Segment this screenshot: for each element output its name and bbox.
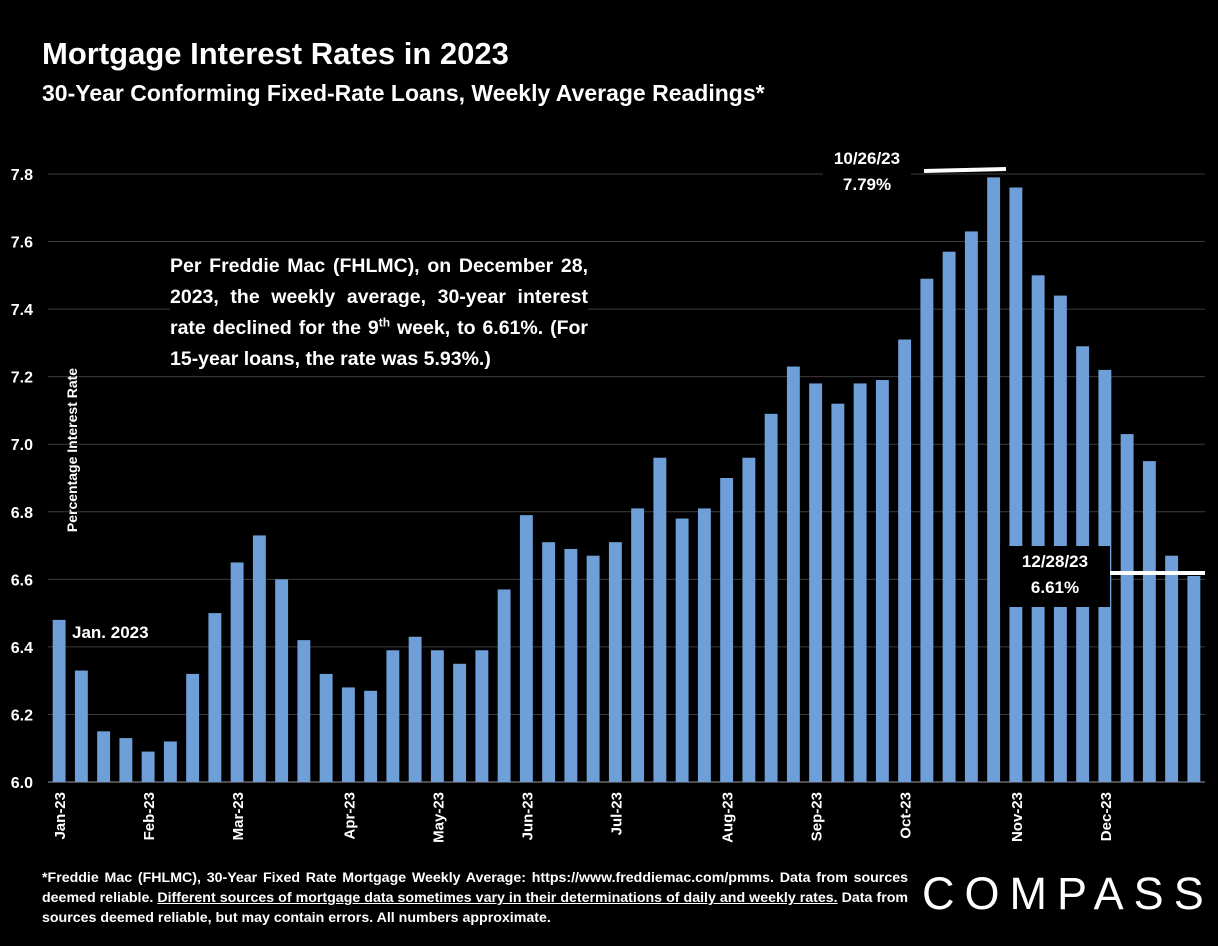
bar [853, 383, 867, 782]
bar [742, 457, 756, 782]
bars [52, 177, 1201, 782]
bar [475, 650, 489, 782]
bar [564, 548, 578, 782]
bar [653, 457, 667, 782]
x-tick-label: Jul-23 [608, 792, 625, 835]
bar [920, 278, 934, 782]
y-tick-label: 6.2 [11, 707, 33, 724]
y-axis-ticks: 6.0 6.2 6.4 6.6 6.8 7.0 7.2 7.4 7.6 7.8 [11, 167, 33, 792]
x-tick-label: Aug-23 [720, 792, 737, 843]
bar [430, 650, 444, 782]
peak-marker-line [923, 167, 1007, 173]
bar [1009, 187, 1023, 782]
bar [275, 579, 289, 782]
bar [1053, 295, 1067, 782]
bar [341, 687, 355, 782]
x-tick-label: Oct-23 [898, 792, 915, 839]
bar [542, 542, 556, 782]
peak-annotation: 10/26/23 7.79% [823, 146, 911, 198]
bar [898, 339, 912, 782]
bar [297, 640, 311, 782]
bar [97, 731, 111, 782]
y-tick-label: 7.6 [11, 235, 33, 252]
chart-title: Mortgage Interest Rates in 2023 [42, 36, 509, 71]
bar [1187, 575, 1201, 782]
y-axis-label: Percentage Interest Rate [64, 368, 80, 532]
bar [987, 177, 1001, 782]
bar [942, 251, 956, 782]
note-text-2: week, to 6.61%. (For 15-year loans, the … [170, 317, 588, 370]
y-tick-label: 6.8 [11, 505, 33, 522]
bar [786, 366, 800, 782]
y-tick-label: 6.4 [11, 640, 33, 657]
bar [208, 613, 222, 782]
bar [519, 515, 533, 782]
bar [453, 663, 467, 782]
compass-logo: COMPASS [922, 868, 1214, 919]
note-text-1: Per Freddie Mac (FHLMC), on December 28,… [170, 255, 588, 339]
x-tick-label: Jan-23 [52, 792, 69, 840]
bar [252, 535, 266, 782]
bar [319, 673, 333, 782]
bar [831, 403, 845, 782]
bar-chart: 6.0 6.2 6.4 6.6 6.8 7.0 7.2 7.4 7.6 7.8 Jan-23 Feb… [11, 167, 1205, 843]
bar [675, 518, 689, 782]
bar [52, 619, 66, 782]
bar [1120, 434, 1134, 782]
end-annotation: 12/28/23 6.61% [1000, 546, 1110, 607]
bar [364, 690, 378, 782]
bar [1165, 555, 1179, 782]
end-value: 6.61% [1030, 578, 1080, 597]
x-tick-label: Mar-23 [230, 792, 247, 840]
y-tick-label: 6.6 [11, 572, 33, 589]
start-annotation: Jan. 2023 [70, 623, 151, 643]
bar [608, 542, 622, 782]
y-tick-label: 7.8 [11, 167, 33, 184]
bar [720, 478, 734, 782]
bar [1031, 275, 1045, 782]
bar [1142, 461, 1156, 782]
bar [230, 562, 244, 782]
x-tick-label: Apr-23 [341, 792, 358, 840]
x-tick-label: Feb-23 [141, 792, 158, 840]
footer-text-2: Data from sources deemed reliable, but m… [42, 890, 908, 926]
bar [141, 751, 155, 782]
bar [697, 508, 711, 782]
bar [586, 555, 600, 782]
bar [386, 650, 400, 782]
footer-underlined-text: Different sources of mortgage data somet… [157, 890, 838, 906]
bar [631, 508, 645, 782]
bar [119, 738, 133, 782]
x-tick-label: May-23 [430, 792, 447, 843]
y-tick-label: 7.2 [11, 370, 33, 387]
bar [764, 413, 778, 782]
x-axis-ticks: Jan-23 Feb-23 Mar-23 Apr-23 May-23 Jun-23 Jul-… [52, 792, 1115, 843]
peak-value: 7.79% [842, 175, 892, 194]
bar [74, 670, 88, 782]
x-tick-label: Nov-23 [1009, 792, 1026, 842]
bar [964, 231, 978, 782]
x-tick-label: Sep-23 [809, 792, 826, 841]
y-tick-label: 6.0 [11, 775, 33, 792]
chart-subtitle: 30-Year Conforming Fixed-Rate Loans, Wee… [42, 80, 765, 106]
note-superscript: th [378, 315, 391, 330]
bar [408, 636, 422, 782]
bar [875, 380, 889, 782]
y-tick-label: 7.4 [11, 302, 33, 319]
bar [186, 673, 200, 782]
bar [809, 383, 823, 782]
bar [163, 741, 177, 782]
x-tick-label: Dec-23 [1098, 792, 1115, 841]
bar [497, 589, 511, 782]
freddie-mac-note: Per Freddie Mac (FHLMC), on December 28,… [170, 251, 588, 375]
y-tick-label: 7.0 [11, 437, 33, 454]
footer-source-note: *Freddie Mac (FHLMC), 30-Year Fixed Rate… [42, 868, 908, 928]
footer-text-1: *Freddie Mac (FHLMC), 30-Year Fixed Rate… [42, 870, 908, 906]
end-date: 12/28/23 [1021, 552, 1089, 571]
x-tick-label: Jun-23 [519, 792, 536, 840]
peak-date: 10/26/23 [833, 149, 901, 168]
